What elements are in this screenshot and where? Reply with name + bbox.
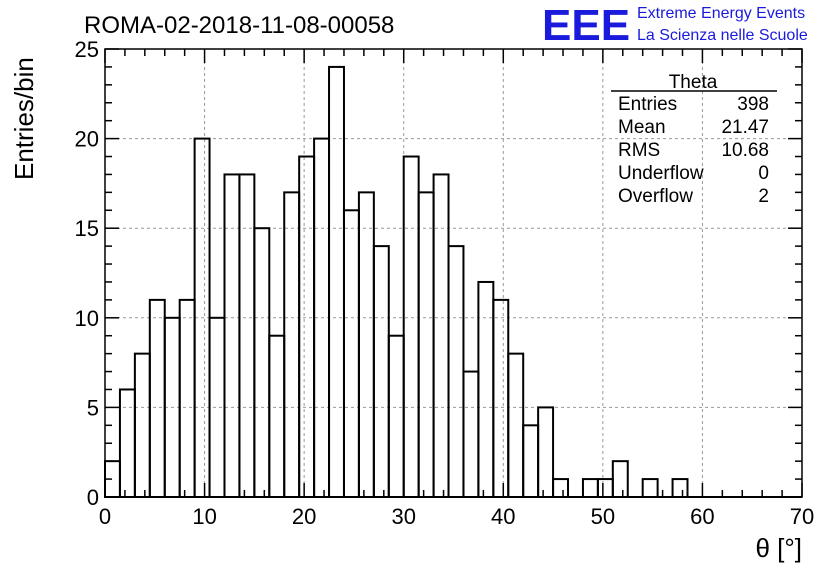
histogram-bin <box>372 245 390 498</box>
stats-value-rms: 10.68 <box>721 140 769 161</box>
histogram-bin <box>641 478 659 498</box>
y-tick-label: 20 <box>75 127 99 152</box>
plot-border <box>104 48 803 498</box>
histogram-bin <box>223 173 241 498</box>
eee-logo: EEE Extreme Energy Events La Scienza nel… <box>542 1 808 50</box>
y-tick-label: 15 <box>75 216 99 241</box>
x-tick-label: 20 <box>292 504 316 529</box>
stats-value-overflow: 2 <box>758 186 769 207</box>
histogram-bin <box>238 173 256 498</box>
histogram-bin <box>477 280 495 498</box>
histogram-bin <box>447 245 465 498</box>
x-tick-label: 0 <box>99 504 111 529</box>
y-tick-label: 25 <box>75 37 99 62</box>
x-tick-label: 10 <box>192 504 216 529</box>
histogram-bin <box>492 298 510 498</box>
x-axis-label: θ [°] <box>755 533 802 563</box>
histogram-bin <box>208 316 226 498</box>
stats-box: Theta Entries 398 Mean 21.47 RMS 10.68 U… <box>611 72 777 207</box>
y-tick-label: 5 <box>87 395 99 420</box>
x-tick-label: 30 <box>391 504 415 529</box>
histogram-bin <box>507 352 525 499</box>
histogram-bin <box>342 209 360 498</box>
x-axis-ticks: 0 10 20 30 40 50 60 70 <box>99 49 814 529</box>
histogram-bin <box>611 460 629 499</box>
histogram-bin <box>581 478 599 498</box>
y-axis-label: Entries/bin <box>9 57 39 180</box>
histogram-bin <box>522 424 540 499</box>
histogram-bin <box>298 155 316 499</box>
plot-frame <box>104 48 803 498</box>
histogram-bin <box>387 334 405 498</box>
histogram-bin <box>133 352 151 499</box>
histogram-bin <box>537 406 555 498</box>
logo-mark: EEE <box>542 1 630 50</box>
x-tick-label: 40 <box>491 504 515 529</box>
histogram-bin <box>268 334 286 498</box>
stats-label-rms: RMS <box>618 140 660 161</box>
chart-title: ROMA-02-2018-11-08-00058 <box>84 12 394 39</box>
histogram-bin <box>402 155 420 499</box>
histogram-bin <box>432 173 450 498</box>
stats-value-mean: 21.47 <box>721 117 769 138</box>
histogram-bin <box>148 298 166 498</box>
y-tick-label: 0 <box>87 485 99 510</box>
stats-title: Theta <box>669 72 718 93</box>
logo-line-2: La Scienza nelle Scuole <box>637 27 808 44</box>
histogram-bin <box>596 478 614 498</box>
stats-value-entries: 398 <box>737 94 769 115</box>
histogram-bin <box>462 370 480 498</box>
histogram-bin <box>283 191 301 499</box>
x-tick-label: 50 <box>591 504 615 529</box>
histogram-bin <box>253 227 271 498</box>
x-tick-label: 70 <box>790 504 814 529</box>
histogram-bars <box>104 65 802 499</box>
histogram-bin <box>178 298 196 498</box>
stats-value-underflow: 0 <box>758 163 769 184</box>
stats-label-overflow: Overflow <box>618 186 693 207</box>
y-tick-label: 10 <box>75 306 99 331</box>
histogram-bin <box>357 191 375 499</box>
stats-label-entries: Entries <box>618 94 677 115</box>
histogram-bin <box>552 478 570 498</box>
histogram-bin <box>118 388 136 499</box>
stats-label-mean: Mean <box>618 117 666 138</box>
x-tick-label: 60 <box>690 504 714 529</box>
histogram-bin <box>671 478 689 498</box>
logo-line-1: Extreme Energy Events <box>637 5 805 22</box>
stats-label-underflow: Underflow <box>618 163 704 184</box>
grid <box>105 49 802 497</box>
histogram-bin <box>417 191 435 499</box>
histogram-bin <box>328 65 345 498</box>
